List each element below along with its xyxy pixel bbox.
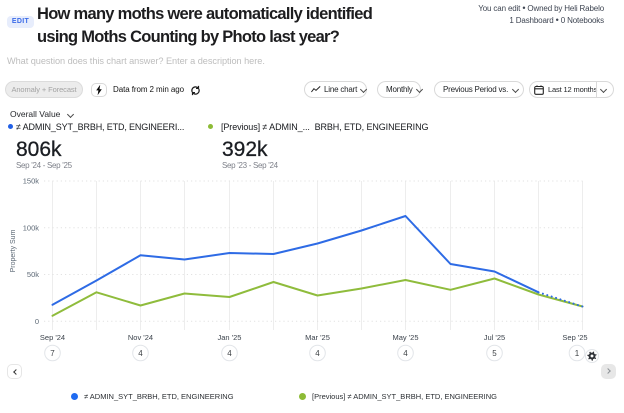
svg-text:100k: 100k [23, 223, 40, 232]
svg-text:4: 4 [227, 349, 232, 358]
svg-text:Jul '25: Jul '25 [484, 333, 505, 342]
svg-text:Property Sum: Property Sum [10, 229, 17, 272]
svg-text:4: 4 [315, 349, 320, 358]
svg-text:Nov '24: Nov '24 [128, 333, 153, 342]
svg-text:50k: 50k [27, 270, 39, 279]
svg-text:4: 4 [138, 349, 143, 358]
svg-text:May '25: May '25 [392, 333, 418, 342]
svg-text:1: 1 [575, 349, 580, 358]
svg-text:150k: 150k [23, 177, 40, 186]
svg-text:5: 5 [492, 349, 497, 358]
svg-text:Sep '25: Sep '25 [562, 333, 587, 342]
svg-text:Sep '24: Sep '24 [40, 333, 65, 342]
svg-text:0: 0 [35, 317, 39, 326]
svg-text:Jan '25: Jan '25 [218, 333, 242, 342]
svg-text:4: 4 [403, 349, 408, 358]
svg-text:Mar '25: Mar '25 [305, 333, 330, 342]
svg-text:7: 7 [50, 349, 55, 358]
